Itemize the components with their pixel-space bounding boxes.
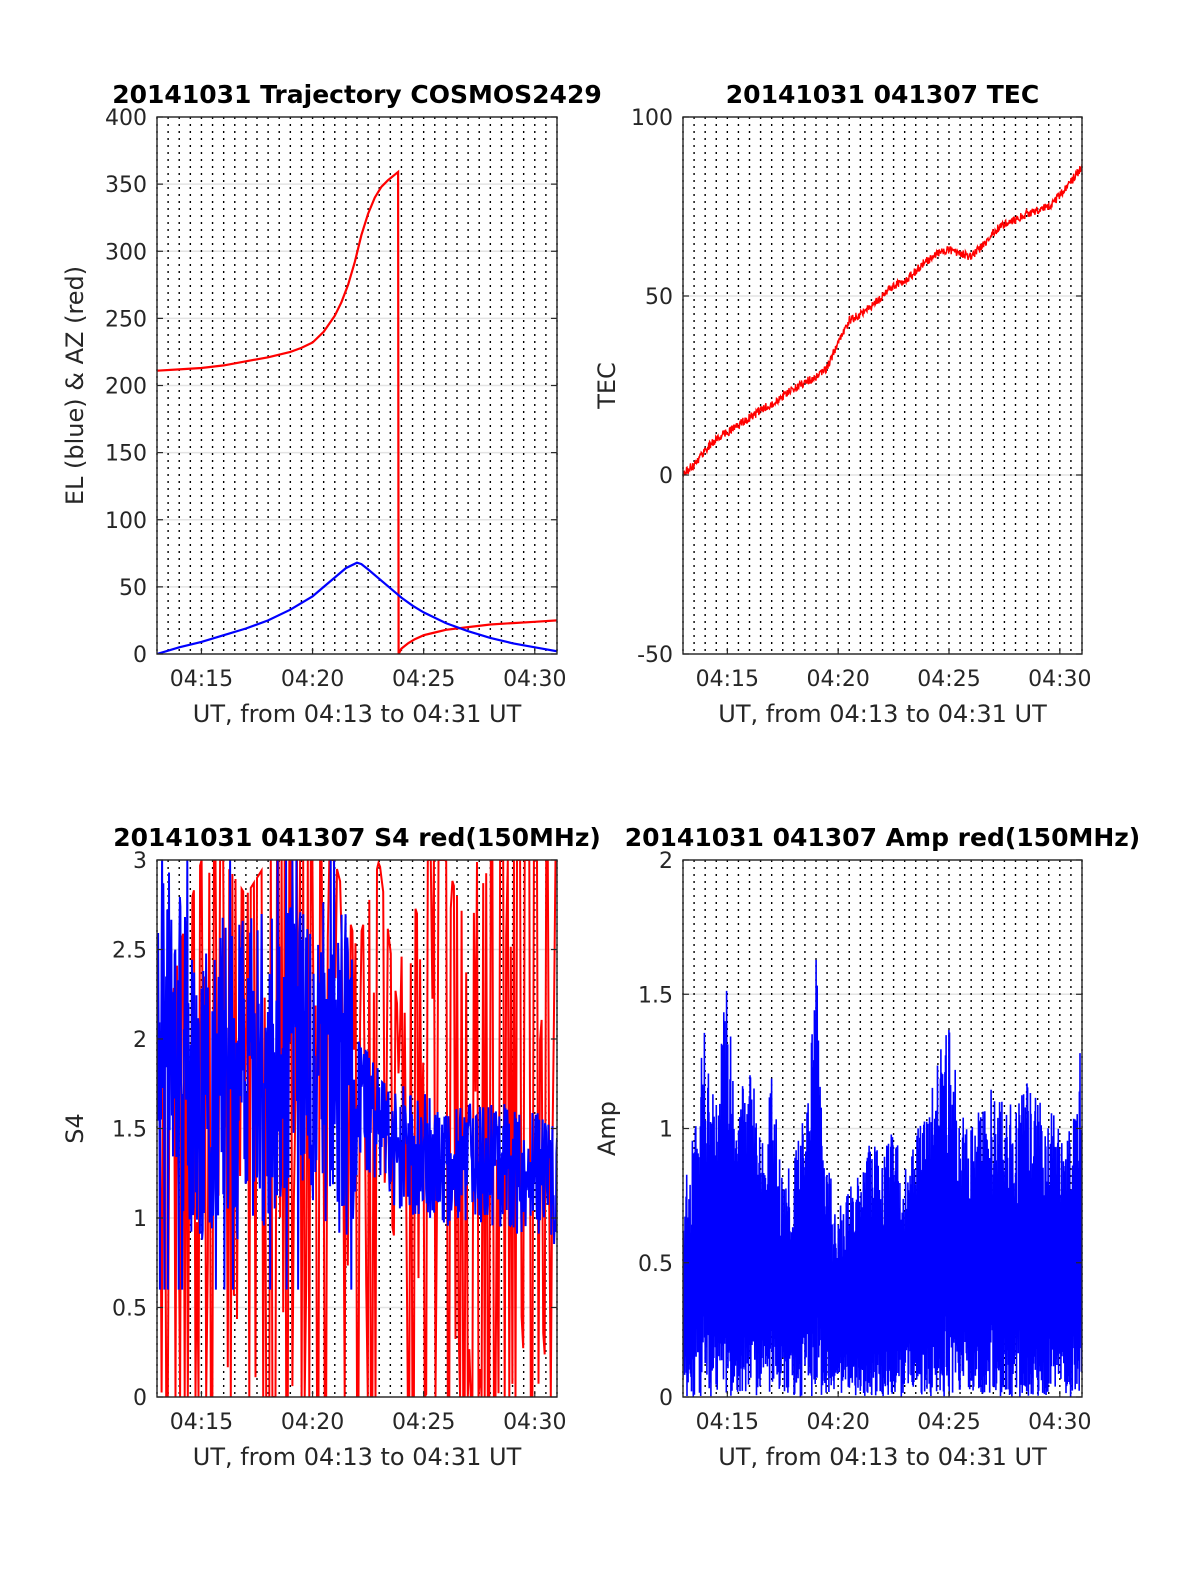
y-tick-label: 300 xyxy=(105,240,147,265)
x-tick-label: 04:15 xyxy=(696,667,759,692)
y-tick-label: 1 xyxy=(659,1118,673,1143)
y-tick-label: 150 xyxy=(105,442,147,467)
x-axis-label: UT, from 04:13 to 04:31 UT xyxy=(718,700,1047,728)
chart-title: 20141031 041307 TEC xyxy=(726,80,1039,109)
chart-title: 20141031 041307 S4 red(150MHz) xyxy=(113,823,601,852)
x-tick-label: 04:25 xyxy=(917,667,980,692)
x-tick-label: 04:30 xyxy=(503,1410,566,1435)
y-tick-label: 50 xyxy=(119,576,147,601)
y-tick-label: 0 xyxy=(133,643,147,668)
x-axis-label: UT, from 04:13 to 04:31 UT xyxy=(193,700,522,728)
x-axis-label: UT, from 04:13 to 04:31 UT xyxy=(193,1443,522,1471)
series-az-line xyxy=(157,169,557,654)
plot-area xyxy=(157,169,557,654)
y-axis-label: EL (blue) & AZ (red) xyxy=(61,266,89,505)
y-tick-label: 50 xyxy=(645,285,673,310)
x-tick-label: 04:20 xyxy=(281,667,344,692)
x-tick-label: 04:20 xyxy=(281,1410,344,1435)
y-tick-label: 1 xyxy=(133,1207,147,1232)
y-tick-label: 400 xyxy=(105,106,147,131)
x-axis-label: UT, from 04:13 to 04:31 UT xyxy=(718,1443,1047,1471)
chart-title: 20141031 041307 Amp red(150MHz) xyxy=(625,823,1141,852)
x-tick-label: 04:25 xyxy=(392,1410,455,1435)
y-axis-label: Amp xyxy=(593,1101,621,1156)
x-tick-label: 04:15 xyxy=(170,667,233,692)
y-tick-label: 1.5 xyxy=(638,983,673,1008)
x-tick-label: 04:20 xyxy=(806,1410,869,1435)
y-tick-label: 0 xyxy=(659,1386,673,1411)
axes-box xyxy=(682,116,1083,655)
y-axis-label: TEC xyxy=(593,362,621,410)
x-tick-label: 04:15 xyxy=(696,1410,759,1435)
x-tick-label: 04:30 xyxy=(503,667,566,692)
y-axis-label: S4 xyxy=(61,1113,89,1144)
chart-panel-4: 0 0.5 1 1.5 2 04:15 04:20 04:25 04:30 20141031 04… xyxy=(593,823,1140,1471)
y-tick-label: 2 xyxy=(659,849,673,874)
y-tick-label: 350 xyxy=(105,173,147,198)
chart-panel-1: 0 50 100 150 200 250 300 350 400 04:15 04:20 04:25 0… xyxy=(61,80,602,728)
y-tick-label: 2 xyxy=(133,1028,147,1053)
plot-area xyxy=(157,860,557,1397)
y-tick-label: 200 xyxy=(105,375,147,400)
tec-line xyxy=(683,164,1082,478)
y-tick-label: 0 xyxy=(659,464,673,489)
amp-line xyxy=(683,959,1082,1397)
s4-blue-line xyxy=(157,860,557,1290)
chart-panel-3: 0 0.5 1 1.5 2 2.5 3 04:15 04:20 04:25 04:30 2014103… xyxy=(61,823,601,1471)
x-tick-label: 04:30 xyxy=(1028,667,1091,692)
y-tick-label: 100 xyxy=(631,106,673,131)
x-tick-label: 04:25 xyxy=(917,1410,980,1435)
chart-title: 20141031 Trajectory COSMOS2429 xyxy=(112,80,602,109)
x-tick-label: 04:25 xyxy=(392,667,455,692)
y-tick-label: 2.5 xyxy=(112,939,147,964)
y-tick-label: 100 xyxy=(105,509,147,534)
y-tick-label: -50 xyxy=(637,643,673,668)
plot-area xyxy=(683,164,1082,478)
y-tick-label: 0.5 xyxy=(112,1297,147,1322)
plot-area xyxy=(683,959,1082,1397)
y-tick-label: 3 xyxy=(133,849,147,874)
y-tick-label: 250 xyxy=(105,307,147,332)
y-tick-label: 0.5 xyxy=(638,1252,673,1277)
series-el-line xyxy=(157,561,557,654)
x-tick-label: 04:15 xyxy=(170,1410,233,1435)
x-tick-label: 04:30 xyxy=(1028,1410,1091,1435)
y-tick-label: 1.5 xyxy=(112,1118,147,1143)
chart-panel-2: -50 0 50 100 04:15 04:20 04:25 04:30 20141031 04… xyxy=(593,80,1092,728)
y-tick-label: 0 xyxy=(133,1386,147,1411)
x-tick-label: 04:20 xyxy=(806,667,869,692)
